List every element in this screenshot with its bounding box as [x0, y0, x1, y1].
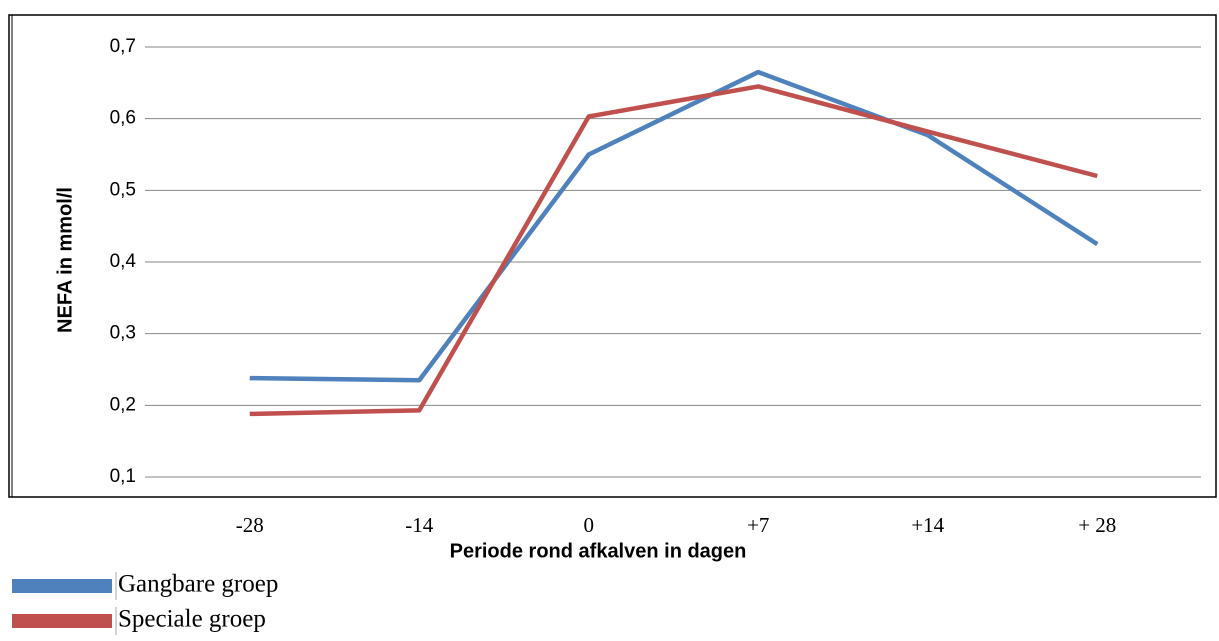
y-tick-label: 0,3	[110, 323, 136, 344]
legend-label: Speciale groep	[118, 606, 266, 633]
y-tick-label: 0,1	[110, 466, 136, 487]
y-tick-label: 0,4	[110, 251, 137, 272]
x-tick-label: +7	[747, 513, 769, 537]
y-tick-label: 0,6	[110, 108, 136, 129]
x-axis-title: Periode rond afkalven in dagen	[450, 540, 747, 562]
x-tick-label: +14	[911, 513, 944, 537]
legend-label: Gangbare groep	[118, 571, 278, 598]
x-tick-label: -14	[405, 513, 433, 537]
y-tick-label: 0,7	[110, 36, 136, 57]
y-tick-label: 0,2	[110, 394, 136, 415]
legend-swatch	[12, 579, 112, 593]
y-axis-title: NEFA in mmol/l	[54, 187, 76, 333]
legend-swatch	[12, 614, 112, 628]
y-tick-label: 0,5	[110, 179, 136, 200]
chart-frame	[8, 14, 1217, 498]
x-tick-label: 0	[584, 513, 595, 537]
series-line	[249, 84, 1098, 417]
x-tick-label: -28	[236, 513, 264, 537]
x-tick-label: + 28	[1078, 513, 1116, 537]
series-line	[249, 69, 1099, 383]
